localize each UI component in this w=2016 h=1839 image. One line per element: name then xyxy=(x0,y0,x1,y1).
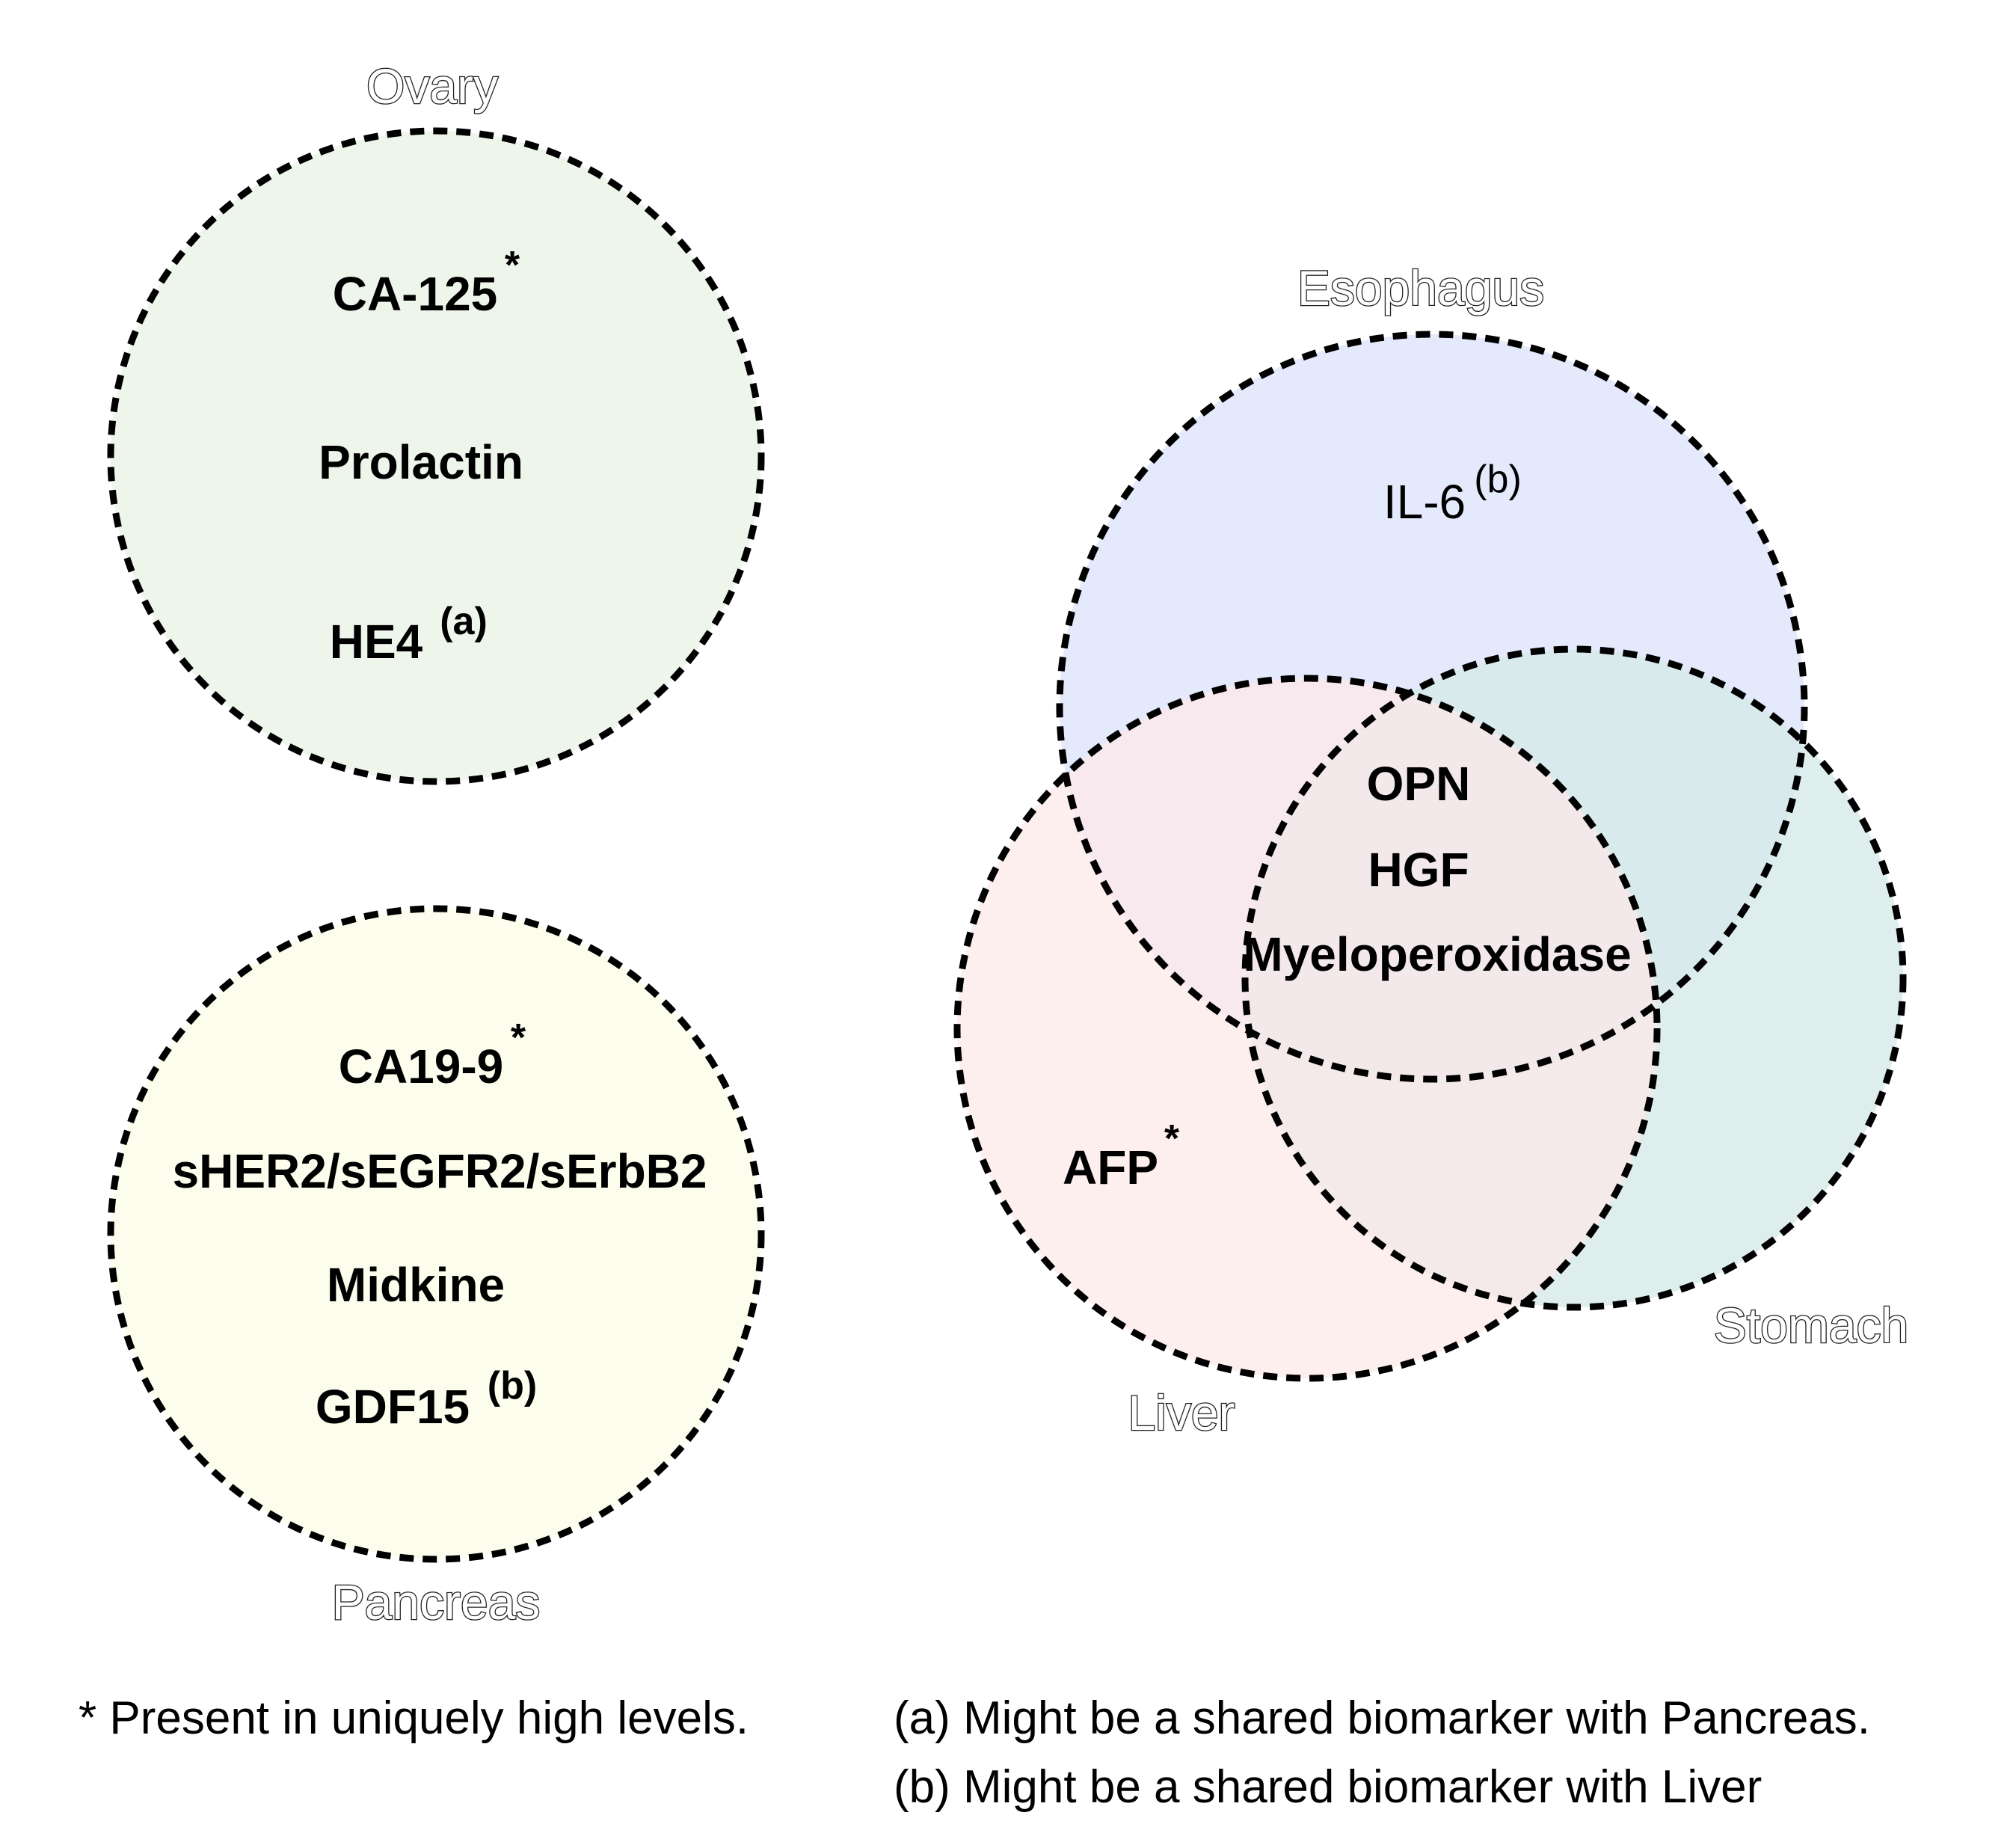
shared-marker-myeloperoxidase: Myeloperoxidase xyxy=(1243,927,1631,981)
liver-circle xyxy=(957,678,1657,1378)
ovary-circle xyxy=(111,131,761,782)
pancreas-marker-sher2: sHER2/sEGFR2/sErbB2 xyxy=(173,1144,707,1198)
ovary-label: Ovary xyxy=(366,58,498,114)
esophagus-outline xyxy=(1056,331,1808,1083)
liver-marker-afp: AFP xyxy=(1063,1140,1158,1194)
pancreas-label: Pancreas xyxy=(332,1574,541,1630)
ovary-marker-ca125-mark: * xyxy=(505,244,520,287)
ovary-outline xyxy=(107,127,765,785)
note-star: * Present in uniquely high levels. xyxy=(79,1692,749,1744)
esophagus-label: Esophagus xyxy=(1297,260,1544,316)
ovary-marker-ca125: CA-125 xyxy=(333,267,498,321)
liver-label: Liver xyxy=(1128,1385,1235,1440)
pancreas-marker-gdf15-mark: (b) xyxy=(488,1364,537,1407)
note-a: (a) Might be a shared biomarker with Pan… xyxy=(894,1692,1870,1744)
ovary-marker-prolactin: Prolactin xyxy=(319,435,523,489)
liver-outline xyxy=(953,675,1661,1382)
pancreas-circle xyxy=(111,909,761,1559)
pancreas-outline xyxy=(107,905,765,1563)
esophagus-marker-il6-mark: (b) xyxy=(1474,458,1522,501)
note-b: (b) Might be a shared biomarker with Liv… xyxy=(894,1761,1762,1813)
liver-marker-afp-mark: * xyxy=(1164,1117,1180,1161)
pancreas-marker-ca199: CA19-9 xyxy=(339,1040,504,1093)
shared-marker-hgf: HGF xyxy=(1368,843,1469,897)
stomach-label: Stomach xyxy=(1714,1298,1908,1353)
ovary-marker-he4: HE4 xyxy=(330,615,423,669)
pancreas-marker-ca199-mark: * xyxy=(511,1016,526,1060)
esophagus-marker-il6: IL-6 xyxy=(1383,475,1466,529)
ovary-marker-he4-mark: (a) xyxy=(440,600,488,643)
shared-marker-opn: OPN xyxy=(1367,757,1471,811)
pancreas-marker-midkine: Midkine xyxy=(327,1258,505,1312)
pancreas-marker-gdf15: GDF15 xyxy=(316,1380,470,1434)
stomach-outline xyxy=(1241,645,1907,1311)
